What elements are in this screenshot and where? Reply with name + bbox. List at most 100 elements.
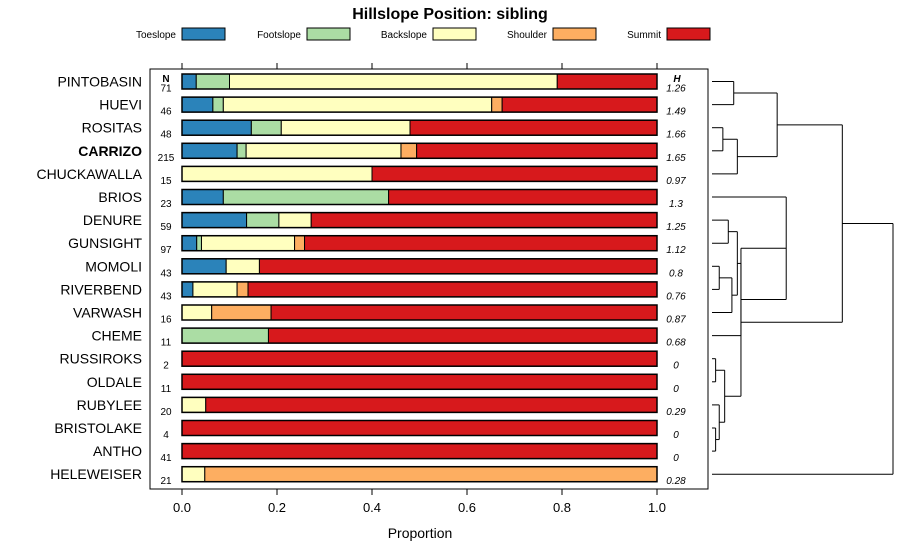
- row-label-cheme: CHEME: [91, 328, 142, 344]
- legend-label-footslope: Footslope: [257, 30, 301, 41]
- bar-outline-rubylee: [181, 396, 658, 414]
- bar-segment-rositas-toeslope: [181, 119, 252, 136]
- bar-segment-rubylee-backslope: [181, 396, 207, 413]
- n-value-denure: 59: [160, 222, 172, 233]
- h-value-bristolake: 0: [673, 430, 679, 441]
- h-value-brios: 1.3: [669, 199, 683, 210]
- row-label-carrizo: CARRIZO: [78, 143, 142, 159]
- bar-segment-denure-footslope: [246, 212, 280, 229]
- row-label-heleweiser: HELEWEISER: [50, 466, 142, 482]
- row-label-chuckawalla: CHUCKAWALLA: [36, 166, 142, 182]
- bar-outline-bristolake: [181, 419, 658, 437]
- bar-segment-brios-footslope: [222, 189, 390, 205]
- h-value-varwash: 0.87: [666, 315, 686, 326]
- h-value-heleweiser: 0.28: [666, 476, 686, 487]
- h-value-russiroks: 0: [673, 361, 679, 372]
- row-label-riverbend: RIVERBEND: [60, 281, 142, 297]
- n-value-gunsight: 97: [160, 245, 172, 256]
- n-value-riverbend: 43: [160, 291, 172, 302]
- bar-segment-cheme-footslope: [181, 327, 269, 344]
- n-value-russiroks: 2: [163, 361, 169, 372]
- legend-swatch-footslope: [306, 27, 351, 41]
- legend-label-summit: Summit: [627, 30, 661, 41]
- x-tick-label: 0.6: [458, 500, 476, 515]
- row-label-pintobasin: PINTOBASIN: [57, 74, 142, 90]
- legend-label-backslope: Backslope: [381, 30, 428, 41]
- h-value-cheme: 0.68: [666, 338, 686, 349]
- n-value-oldale: 11: [161, 384, 172, 395]
- bar-segment-gunsight-footslope: [196, 235, 202, 252]
- bar-segment-carrizo-toeslope: [181, 142, 238, 159]
- bar-segment-pintobasin-summit: [556, 73, 658, 90]
- h-value-riverbend: 0.76: [666, 291, 686, 302]
- bar-segment-gunsight-summit: [304, 235, 658, 252]
- bar-segment-rositas-backslope: [280, 119, 411, 136]
- bar-outline-carrizo: [181, 142, 658, 160]
- bar-outline-oldale: [181, 373, 658, 391]
- bar-segment-momoli-toeslope: [181, 258, 227, 275]
- legend-swatch-toeslope: [181, 27, 226, 41]
- n-value-pintobasin: 71: [160, 84, 172, 95]
- bar-outline-heleweiser: [181, 465, 658, 483]
- h-value-momoli: 0.8: [669, 268, 683, 279]
- bar-segment-varwash-backslope: [181, 304, 213, 321]
- bar-outline-chuckawalla: [181, 165, 658, 183]
- bar-segment-huevi-shoulder: [491, 96, 503, 113]
- bar-segment-cheme-summit: [267, 327, 658, 344]
- bar-segment-rositas-footslope: [250, 119, 282, 136]
- h-value-gunsight: 1.12: [666, 245, 686, 256]
- legend-label-shoulder: Shoulder: [507, 30, 548, 41]
- row-label-russiroks: RUSSIROKS: [60, 351, 142, 367]
- n-value-carrizo: 215: [158, 153, 175, 164]
- legend-swatch-shoulder: [552, 27, 597, 41]
- legend-swatch-summit: [666, 27, 711, 41]
- bar-segment-denure-summit: [310, 212, 658, 229]
- bar-segment-huevi-footslope: [212, 96, 224, 113]
- row-label-brios: BRIOS: [98, 189, 142, 205]
- bar-segment-varwash-summit: [270, 304, 658, 321]
- bar-outline-cheme: [181, 327, 658, 344]
- bar-segment-gunsight-toeslope: [181, 235, 198, 252]
- bar-outline-pintobasin: [181, 73, 658, 90]
- x-tick-label: 0.4: [363, 500, 381, 515]
- bar-outline-russiroks: [181, 350, 658, 367]
- row-label-bristolake: BRISTOLAKE: [54, 420, 142, 436]
- bar-segment-riverbend-summit: [247, 281, 658, 298]
- legend-label-toeslope: Toeslope: [136, 30, 176, 41]
- h-value-huevi: 1.49: [666, 107, 686, 118]
- bar-segment-carrizo-summit: [416, 142, 658, 159]
- n-value-varwash: 16: [160, 315, 172, 326]
- h-value-rositas: 1.66: [666, 130, 686, 141]
- x-tick-label: 0.8: [553, 500, 571, 515]
- bar-outline-riverbend: [181, 281, 658, 298]
- legend-swatch-backslope: [432, 27, 477, 41]
- bar-outline-varwash: [181, 304, 658, 321]
- bar-segment-carrizo-footslope: [236, 142, 247, 159]
- h-value-carrizo: 1.65: [666, 153, 686, 164]
- bar-segment-pintobasin-footslope: [195, 73, 230, 90]
- bar-segment-russiroks-summit: [181, 350, 658, 367]
- x-tick-label: 0.0: [173, 500, 191, 515]
- bar-segment-heleweiser-backslope: [181, 466, 206, 483]
- bar-segment-denure-toeslope: [181, 212, 248, 229]
- h-column-header: H: [673, 74, 681, 85]
- h-value-antho: 0: [673, 453, 679, 464]
- bar-segment-rositas-summit: [409, 119, 658, 136]
- bar-segment-huevi-summit: [501, 96, 658, 113]
- bar-outline-denure: [181, 211, 658, 229]
- bar-segment-riverbend-backslope: [192, 281, 238, 298]
- bar-outline-gunsight: [181, 234, 658, 252]
- plot-panel: [149, 68, 709, 490]
- row-label-varwash: VARWASH: [73, 305, 142, 321]
- n-column-header: N: [162, 74, 169, 85]
- n-value-bristolake: 4: [163, 430, 169, 441]
- h-value-chuckawalla: 0.97: [666, 176, 686, 187]
- row-label-rositas: ROSITAS: [82, 120, 142, 136]
- row-labels: PINTOBASIN 71 1.26 HUEVI 46 1.49 ROSITAS 48 1.66…: [36, 74, 686, 488]
- n-value-rubylee: 20: [160, 407, 172, 418]
- n-value-momoli: 43: [160, 268, 172, 279]
- h-value-pintobasin: 1.26: [666, 84, 686, 95]
- bar-segment-pintobasin-toeslope: [181, 73, 197, 90]
- h-value-oldale: 0: [673, 384, 679, 395]
